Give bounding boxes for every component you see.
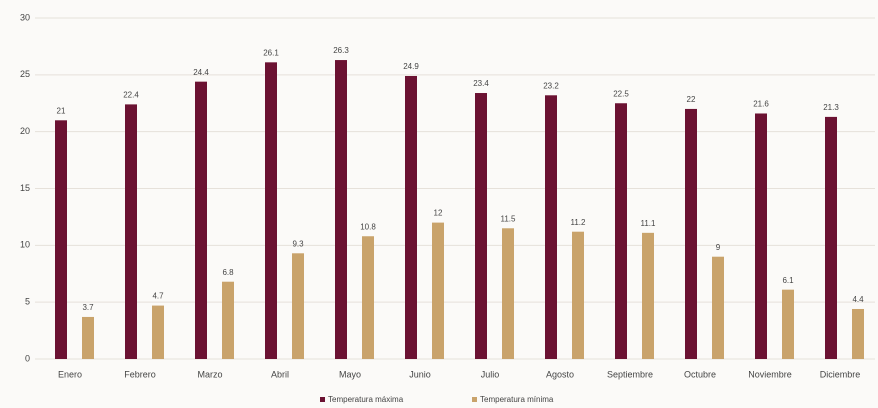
x-tick-label: Julio — [481, 369, 500, 379]
data-label: 21.3 — [823, 103, 839, 112]
bar — [545, 95, 557, 359]
x-tick-label: Febrero — [124, 369, 156, 379]
bar — [405, 75, 417, 359]
x-tick-label: Agosto — [546, 369, 574, 379]
data-label: 24.4 — [193, 68, 209, 77]
data-label: 26.3 — [333, 46, 349, 55]
bar — [195, 81, 207, 360]
bar — [782, 289, 794, 359]
x-tick-label: Marzo — [197, 369, 222, 379]
data-label: 9.3 — [292, 239, 304, 248]
data-label: 21 — [57, 106, 66, 115]
bar — [432, 222, 444, 359]
bar — [642, 232, 654, 359]
bar — [362, 236, 374, 359]
y-tick-label: 0 — [25, 353, 30, 363]
data-label: 4.7 — [152, 292, 164, 301]
data-label: 26.1 — [263, 48, 279, 57]
legend-label: Temperatura máxima — [328, 395, 404, 404]
bar — [852, 308, 864, 359]
bar — [55, 120, 67, 359]
y-tick-label: 5 — [25, 297, 30, 307]
data-label: 10.8 — [360, 222, 376, 231]
bar — [755, 113, 767, 359]
x-tick-label: Septiembre — [607, 369, 653, 379]
bar — [502, 228, 514, 359]
bar — [125, 104, 137, 360]
bar — [82, 316, 94, 359]
data-label: 23.2 — [543, 81, 559, 90]
data-label: 9 — [716, 243, 721, 252]
bar — [475, 93, 487, 360]
data-label: 6.8 — [222, 268, 234, 277]
data-label: 11.2 — [571, 218, 587, 227]
data-label: 22 — [687, 95, 696, 104]
data-label: 3.7 — [82, 303, 94, 312]
y-tick-label: 20 — [20, 126, 30, 136]
x-tick-label: Enero — [58, 369, 82, 379]
bar — [825, 116, 837, 359]
bar — [335, 60, 347, 359]
x-tick-label: Junio — [409, 369, 431, 379]
x-tick-label: Noviembre — [748, 369, 792, 379]
data-label: 24.9 — [403, 62, 419, 71]
data-label: 22.4 — [123, 90, 139, 99]
data-label: 6.1 — [782, 276, 794, 285]
legend-swatch — [320, 397, 325, 402]
x-tick-label: Diciembre — [820, 369, 861, 379]
bar — [685, 108, 697, 359]
bar — [152, 305, 164, 359]
y-tick-label: 25 — [20, 69, 30, 79]
data-label: 12 — [434, 209, 443, 218]
legend-swatch — [472, 397, 477, 402]
y-tick-label: 30 — [20, 12, 30, 22]
bar — [292, 253, 304, 359]
data-label: 11.1 — [641, 219, 657, 228]
bar — [572, 231, 584, 359]
data-label: 21.6 — [753, 100, 769, 109]
legend-label: Temperatura mínima — [480, 395, 554, 404]
x-tick-label: Mayo — [339, 369, 361, 379]
y-tick-label: 15 — [20, 183, 30, 193]
bar — [222, 281, 234, 359]
data-label: 4.4 — [852, 295, 864, 304]
bar — [712, 256, 724, 359]
data-label: 11.5 — [501, 214, 517, 223]
data-label: 22.5 — [613, 89, 629, 98]
bar — [265, 62, 277, 360]
x-tick-label: Octubre — [684, 369, 716, 379]
x-tick-label: Abril — [271, 369, 289, 379]
bar — [615, 103, 627, 359]
y-tick-label: 10 — [20, 240, 30, 250]
data-label: 23.4 — [473, 79, 489, 88]
